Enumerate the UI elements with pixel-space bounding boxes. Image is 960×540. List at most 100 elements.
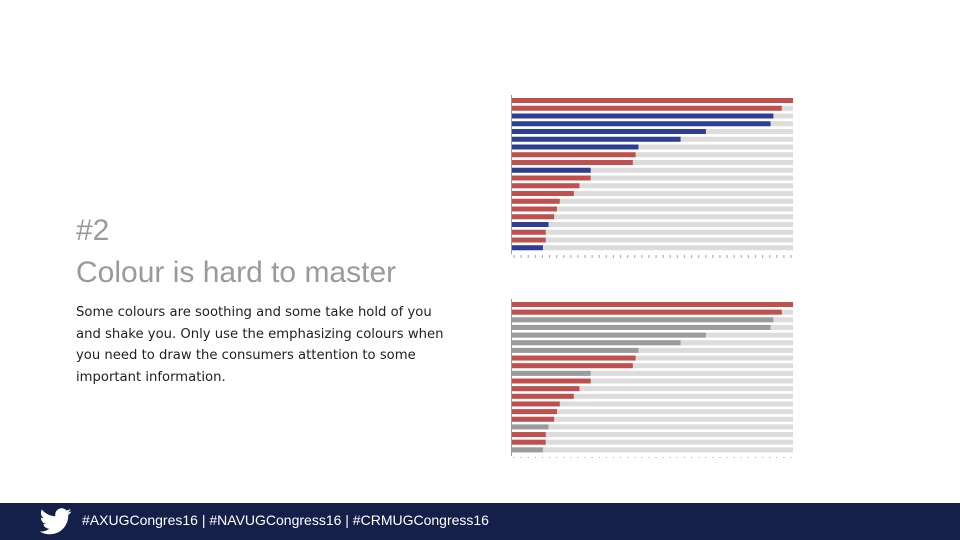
tick-mark [598, 457, 600, 458]
tick-mark [627, 457, 629, 458]
tick-mark [648, 457, 650, 458]
bar-track [512, 378, 793, 384]
bar [512, 401, 560, 407]
tick-mark [627, 255, 629, 258]
tick-mark [690, 255, 693, 258]
bar-track [512, 229, 793, 235]
tick-mark [690, 457, 693, 458]
tick-mark [577, 255, 579, 258]
tick-mark [527, 457, 529, 458]
bar [512, 409, 557, 415]
bar [512, 340, 681, 346]
bar [512, 416, 555, 422]
tick-mark [761, 457, 764, 458]
bar [512, 222, 549, 227]
tick-mark [548, 255, 551, 258]
tick-mark [513, 255, 515, 258]
tick-mark [563, 457, 565, 458]
tick-mark [548, 457, 551, 458]
bar-track [512, 393, 793, 399]
tick-mark [634, 255, 636, 258]
bar [512, 191, 574, 196]
tick-mark [556, 255, 558, 258]
bar [512, 447, 543, 453]
tick-mark [612, 457, 615, 458]
tick-mark [698, 457, 700, 458]
tick-mark [527, 255, 529, 258]
tick-mark [556, 457, 558, 458]
tick-mark [591, 457, 593, 458]
bar [512, 136, 681, 142]
tick-mark [634, 457, 636, 458]
tick-mark [676, 255, 678, 258]
tick-mark [747, 457, 749, 458]
bar-chart-blue-red [508, 92, 798, 258]
bar [512, 98, 793, 103]
bar-track [512, 447, 793, 453]
bar [512, 393, 574, 399]
bar [512, 386, 580, 392]
bar [512, 363, 633, 369]
bar-track [512, 432, 793, 438]
tick-mark [669, 457, 671, 458]
bar [512, 439, 546, 445]
bar [512, 245, 543, 251]
tick-mark [563, 255, 565, 258]
tick-mark [655, 457, 657, 458]
bar [512, 198, 560, 204]
footer-bar: #AXUGCongres16 | #NAVUGCongress16 | #CRM… [0, 503, 960, 540]
tick-mark [719, 457, 721, 458]
bar-track [512, 206, 793, 212]
tick-mark [520, 255, 522, 258]
tick-mark [769, 255, 771, 258]
bar [512, 214, 555, 220]
tick-mark [669, 255, 671, 258]
bar [512, 167, 591, 173]
bar [512, 160, 633, 165]
tick-mark [726, 457, 728, 458]
bar [512, 121, 771, 127]
bar-track [512, 222, 793, 227]
tick-mark [676, 457, 678, 458]
tick-mark [577, 457, 579, 458]
bar-track [512, 167, 793, 173]
bar [512, 237, 546, 243]
bar [512, 424, 549, 430]
bar-track [512, 245, 793, 251]
tick-mark [726, 255, 728, 258]
slide-number: #2 [76, 214, 110, 247]
tick-mark [754, 255, 757, 258]
tick-mark [783, 457, 785, 458]
bar [512, 152, 636, 158]
bar-track [512, 175, 793, 181]
tick-mark [605, 457, 607, 458]
bar-track [512, 237, 793, 243]
tick-mark [541, 255, 544, 258]
tick-mark [712, 255, 714, 258]
slide-body-text: Some colours are soothing and some take … [76, 305, 444, 385]
tick-mark [790, 457, 792, 458]
bar [512, 378, 591, 384]
twitter-bird-icon [39, 508, 72, 540]
bar-chart-gray-red [508, 296, 798, 458]
tick-mark [612, 255, 615, 258]
tick-mark [641, 255, 643, 258]
tick-mark [698, 255, 700, 258]
tick-mark [683, 457, 686, 458]
bar [512, 317, 774, 323]
tick-mark [790, 255, 792, 258]
tick-mark [783, 255, 785, 258]
tick-mark [733, 457, 735, 458]
bar [512, 183, 580, 189]
tick-mark [534, 255, 536, 258]
bar-track [512, 439, 793, 445]
tick-mark [776, 457, 778, 458]
tick-mark [619, 255, 622, 258]
bar-track [512, 401, 793, 407]
tick-mark [534, 457, 536, 458]
tick-mark [619, 457, 622, 458]
bar-track [512, 355, 793, 361]
tick-mark [641, 457, 643, 458]
tick-mark [683, 255, 686, 258]
bar-track [512, 370, 793, 376]
